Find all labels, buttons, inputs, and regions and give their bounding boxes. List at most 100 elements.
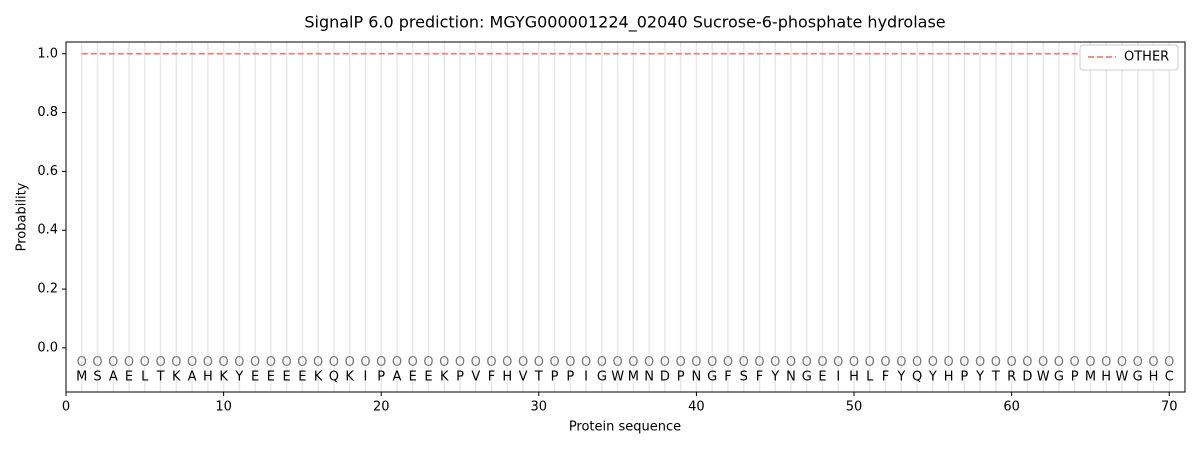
predicted-label: O bbox=[218, 355, 228, 370]
residue-letter: Q bbox=[329, 370, 339, 385]
predicted-label: O bbox=[833, 355, 843, 370]
residue-letter: K bbox=[219, 370, 228, 385]
predicted-label: O bbox=[92, 355, 102, 370]
residue-letter: I bbox=[836, 370, 840, 385]
predicted-label: O bbox=[723, 355, 733, 370]
x-tick-label: 70 bbox=[1161, 400, 1178, 415]
predicted-label: O bbox=[423, 355, 433, 370]
predicted-label: O bbox=[786, 355, 796, 370]
residue-letter: E bbox=[251, 370, 259, 385]
residue-letter: P bbox=[551, 370, 559, 385]
residue-letter: H bbox=[944, 370, 954, 385]
predicted-label: O bbox=[360, 355, 370, 370]
residue-letter: A bbox=[188, 370, 197, 385]
predicted-label: O bbox=[124, 355, 134, 370]
residue-letter: Y bbox=[770, 370, 779, 385]
residue-letter: E bbox=[409, 370, 417, 385]
residue-letter: H bbox=[1101, 370, 1111, 385]
predicted-label: O bbox=[676, 355, 686, 370]
residue-letter: M bbox=[76, 370, 87, 385]
predicted-label: O bbox=[707, 355, 717, 370]
residue-letter: S bbox=[93, 370, 101, 385]
residue-letter: K bbox=[440, 370, 449, 385]
residue-letter: P bbox=[456, 370, 464, 385]
predicted-label: O bbox=[691, 355, 701, 370]
predicted-label: O bbox=[250, 355, 260, 370]
predicted-label: O bbox=[975, 355, 985, 370]
predicted-label: O bbox=[329, 355, 339, 370]
predicted-label: O bbox=[912, 355, 922, 370]
chart-title: SignalP 6.0 prediction: MGYG000001224_02… bbox=[304, 13, 945, 33]
x-tick-label: 30 bbox=[531, 400, 548, 415]
predicted-label: O bbox=[502, 355, 512, 370]
predicted-label: O bbox=[959, 355, 969, 370]
y-tick-label: 0.4 bbox=[37, 223, 58, 238]
x-tick-label: 10 bbox=[215, 400, 232, 415]
predicted-label: O bbox=[187, 355, 197, 370]
residue-letter: R bbox=[1007, 370, 1016, 385]
x-tick-label: 60 bbox=[1003, 400, 1020, 415]
residue-letter: E bbox=[818, 370, 826, 385]
legend-label: OTHER bbox=[1124, 50, 1169, 65]
residue-letter: Y bbox=[234, 370, 243, 385]
predicted-label: O bbox=[1164, 355, 1174, 370]
predicted-label: O bbox=[534, 355, 544, 370]
legend-box bbox=[1079, 44, 1179, 71]
y-tick-label: 0.0 bbox=[37, 340, 58, 355]
predicted-label: O bbox=[297, 355, 307, 370]
residue-letter: N bbox=[644, 370, 654, 385]
predicted-label: O bbox=[155, 355, 165, 370]
predicted-label: O bbox=[203, 355, 213, 370]
predicted-label: O bbox=[234, 355, 244, 370]
residue-letter: M bbox=[1085, 370, 1096, 385]
predicted-label: O bbox=[266, 355, 276, 370]
residue-letter: G bbox=[597, 370, 607, 385]
residue-letter: I bbox=[364, 370, 368, 385]
predicted-label: O bbox=[991, 355, 1001, 370]
predicted-label: O bbox=[486, 355, 496, 370]
predicted-label: O bbox=[565, 355, 575, 370]
residue-letter: C bbox=[1165, 370, 1174, 385]
y-tick-label: 1.0 bbox=[37, 46, 58, 61]
residue-letter: N bbox=[692, 370, 702, 385]
residue-letter: G bbox=[1133, 370, 1143, 385]
residue-letter: D bbox=[660, 370, 670, 385]
residue-letter: V bbox=[519, 370, 528, 385]
x-tick-label: 20 bbox=[373, 400, 390, 415]
residue-letter: Y bbox=[928, 370, 937, 385]
predicted-label: O bbox=[613, 355, 623, 370]
residue-letter: G bbox=[707, 370, 717, 385]
y-tick-label: 0.8 bbox=[37, 105, 58, 120]
residue-letter: F bbox=[882, 370, 889, 385]
predicted-label: O bbox=[928, 355, 938, 370]
predicted-label: O bbox=[1085, 355, 1095, 370]
residue-letter: P bbox=[566, 370, 574, 385]
predicted-label: O bbox=[518, 355, 528, 370]
residue-letter: N bbox=[786, 370, 796, 385]
residue-letter: E bbox=[298, 370, 306, 385]
predicted-label: O bbox=[1070, 355, 1080, 370]
residue-letter: E bbox=[267, 370, 275, 385]
predicted-label: O bbox=[108, 355, 118, 370]
predicted-label: O bbox=[77, 355, 87, 370]
residue-letter: E bbox=[424, 370, 432, 385]
predicted-label: O bbox=[345, 355, 355, 370]
residue-letter: H bbox=[502, 370, 512, 385]
predicted-label: O bbox=[644, 355, 654, 370]
x-tick-label: 0 bbox=[62, 400, 70, 415]
residue-letter: G bbox=[1054, 370, 1064, 385]
predicted-label: O bbox=[754, 355, 764, 370]
residue-letter: E bbox=[125, 370, 133, 385]
residue-letter: I bbox=[584, 370, 588, 385]
x-tick-label: 40 bbox=[688, 400, 705, 415]
residue-letter: A bbox=[109, 370, 118, 385]
residue-letter: L bbox=[866, 370, 874, 385]
x-tick-label: 50 bbox=[846, 400, 863, 415]
residue-letter: M bbox=[628, 370, 639, 385]
residue-letter: P bbox=[377, 370, 385, 385]
residue-letter: H bbox=[849, 370, 859, 385]
y-axis-label: Probability bbox=[15, 182, 30, 251]
residue-letter: Y bbox=[896, 370, 905, 385]
residue-letter: P bbox=[677, 370, 685, 385]
